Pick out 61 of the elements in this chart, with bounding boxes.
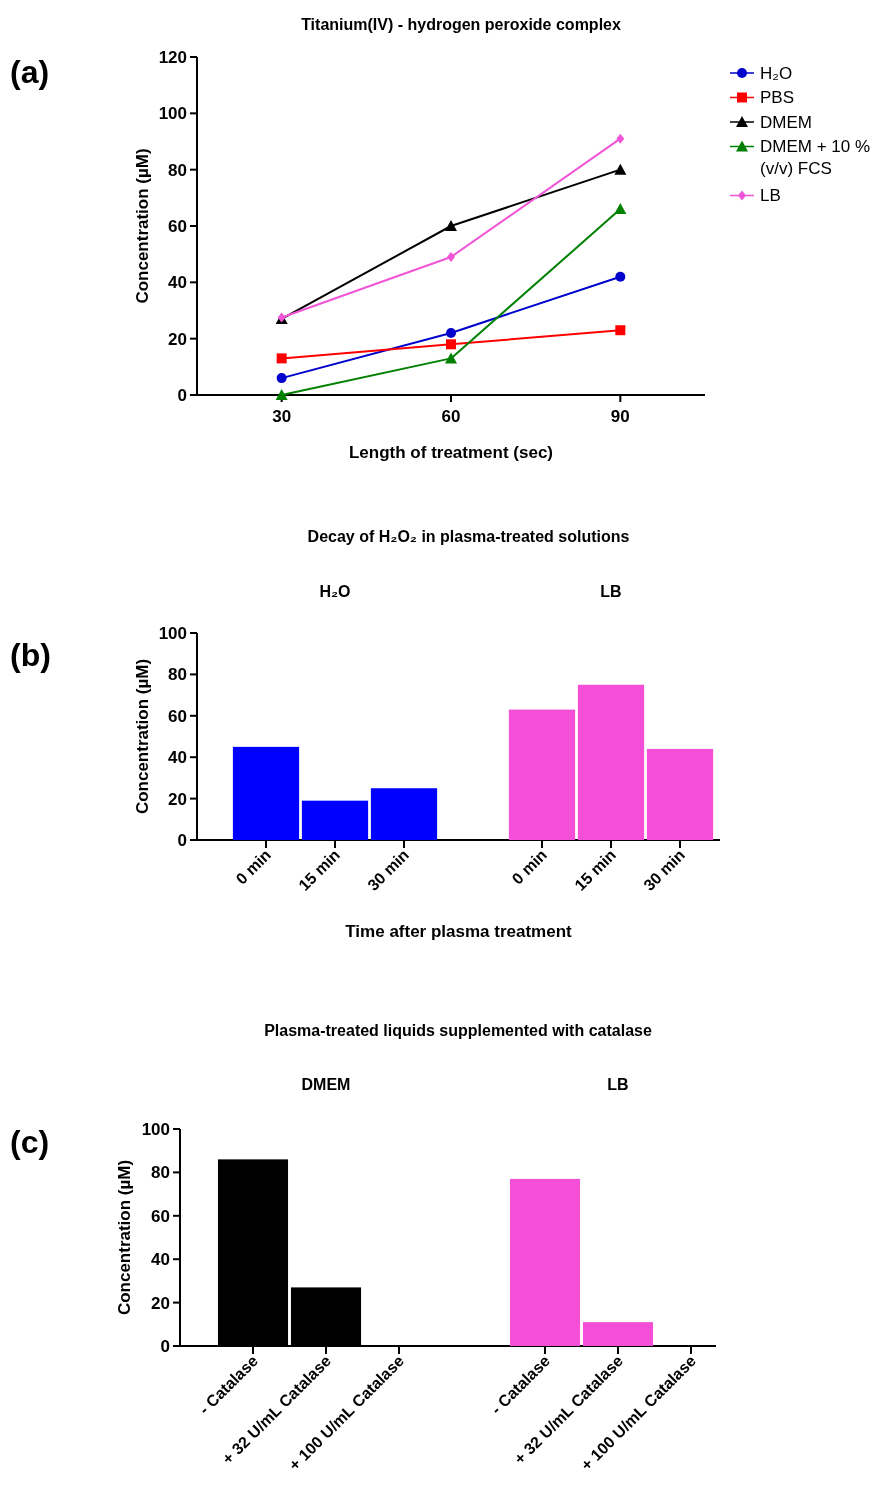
- y-tick-label: 80: [168, 160, 187, 180]
- y-tick-label: 80: [151, 1163, 170, 1183]
- y-axis-title: Concentration (µM): [115, 1159, 134, 1316]
- y-tick-label: 0: [160, 1336, 170, 1356]
- x-tick-label: 15 min: [295, 846, 344, 894]
- legend-label: DMEM + 10 % (v/v) FCS: [760, 137, 871, 178]
- x-tick-label: 30: [272, 407, 292, 426]
- text: (c): [10, 1124, 50, 1160]
- text: LB: [600, 583, 622, 600]
- y-tick-label: 100: [141, 1119, 170, 1139]
- x-tick-label: 60: [441, 407, 461, 426]
- x-tick-label: 0 min: [508, 846, 551, 888]
- x-axis-title: Time after plasma treatment: [345, 922, 573, 941]
- point: [446, 328, 456, 339]
- x-axis-title: Length of treatment (sec): [348, 443, 554, 462]
- legend-label: DMEM: [760, 112, 812, 132]
- point: [614, 163, 627, 175]
- point: [276, 373, 287, 384]
- y-tick-label: 40: [168, 273, 187, 293]
- text: DMEM: [301, 1076, 351, 1093]
- point: [447, 251, 455, 262]
- point: [445, 220, 457, 231]
- y-tick-label: 60: [168, 706, 187, 726]
- text: (a): [10, 54, 50, 90]
- y-tick-label: 120: [158, 47, 187, 67]
- point: [615, 271, 626, 282]
- y-axis-title: Concentration (µM): [133, 658, 152, 815]
- y-axis-title: Concentration (µM): [133, 148, 152, 304]
- x-tick-label: 30 min: [364, 846, 413, 894]
- legend-label: LB: [760, 186, 781, 206]
- y-tick-label: 0: [177, 830, 187, 850]
- x-tick-label: 30 min: [640, 846, 689, 894]
- y-tick-label: 40: [151, 1250, 170, 1270]
- legend-label: PBS: [760, 88, 795, 108]
- x-tick-label: 0 min: [232, 846, 275, 888]
- y-tick-label: 60: [168, 216, 187, 236]
- point: [615, 325, 626, 336]
- point: [446, 339, 456, 350]
- y-tick-label: 80: [168, 665, 187, 685]
- point: [276, 353, 287, 364]
- y-tick-label: 20: [168, 789, 187, 809]
- x-tick-label: 90: [610, 407, 630, 426]
- point: [616, 133, 625, 144]
- text: H₂O: [319, 583, 351, 600]
- y-tick-label: 20: [151, 1293, 170, 1313]
- point: [614, 203, 627, 215]
- text: LB: [607, 1076, 629, 1093]
- text: (b): [10, 637, 51, 673]
- y-tick-label: 20: [168, 329, 187, 349]
- point: [445, 352, 457, 364]
- y-tick-label: 60: [151, 1206, 170, 1226]
- legend-label: H₂O: [760, 63, 793, 83]
- x-tick-label: 15 min: [571, 846, 620, 894]
- chart-title: Titanium(IV) - hydrogen peroxide complex: [301, 16, 621, 33]
- y-tick-label: 40: [168, 748, 187, 768]
- chart-title: Decay of H₂O₂ in plasma-treated solutions: [307, 528, 630, 545]
- y-tick-label: 100: [158, 623, 187, 643]
- y-tick-label: 0: [177, 385, 187, 405]
- y-tick-label: 100: [158, 104, 187, 124]
- point: [275, 389, 288, 400]
- chart-title: Plasma-treated liquids supplemented with catalase: [264, 1022, 652, 1039]
